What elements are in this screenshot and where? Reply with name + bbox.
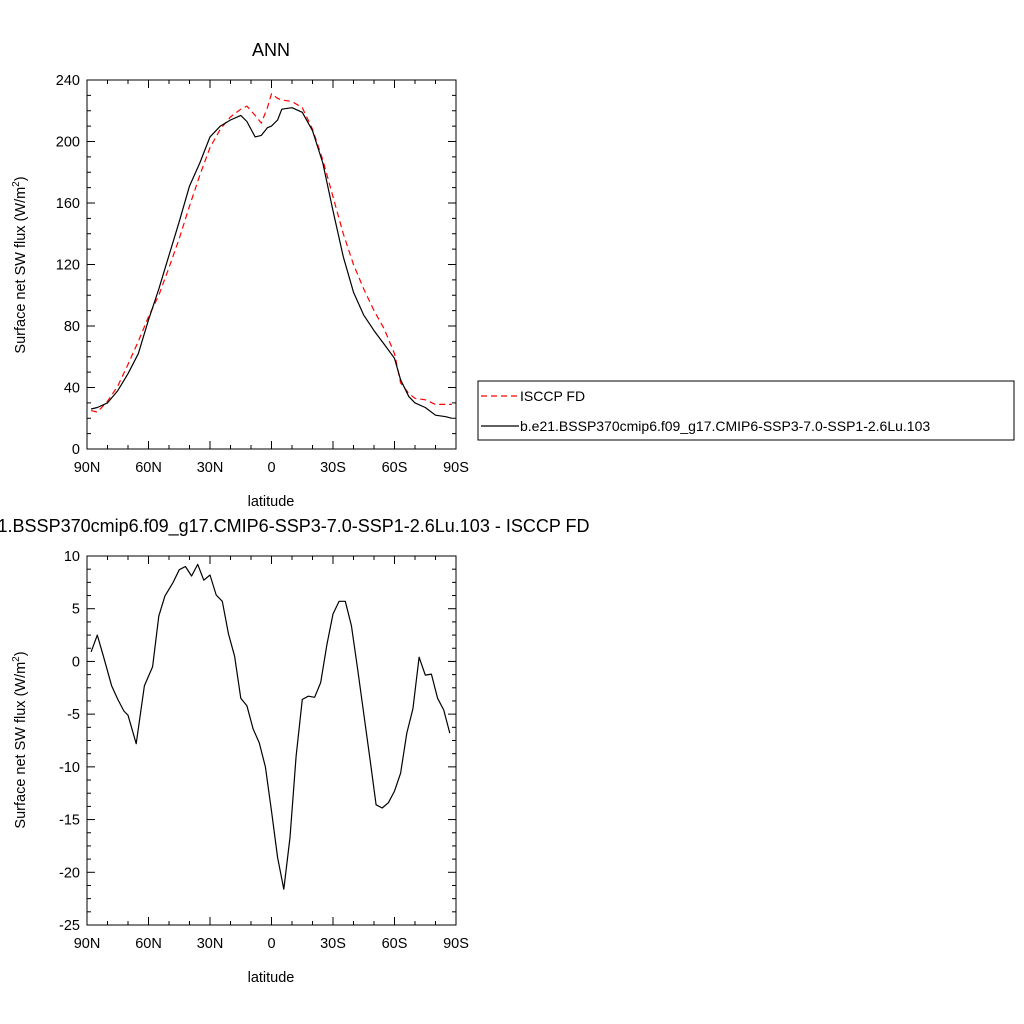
bottom-y-tick-label: -25 <box>59 918 80 934</box>
top-y-axis-title-main: Surface net SW flux (W/m <box>13 187 29 354</box>
bottom-plot-title: b.e21.BSSP370cmip6.f09_g17.CMIP6-SSP3-7.… <box>0 516 590 537</box>
top-x-tick-label: 30N <box>197 460 224 476</box>
top-y-tick-labels: 0 40 80 120 160 200 240 <box>56 73 80 458</box>
legend-box <box>477 380 1015 441</box>
bottom-x-tick-label: 0 <box>267 936 275 952</box>
top-y-tick-label: 240 <box>56 73 80 89</box>
top-y-tick-label: 80 <box>64 319 80 335</box>
bottom-tick-marks <box>86 555 457 926</box>
bottom-x-tick-label: 90N <box>74 936 101 952</box>
bottom-y-axis-title: Surface net SW flux (W/m2) <box>11 651 29 828</box>
bottom-y-axis-title-sup: 2 <box>11 656 22 662</box>
legend-label-model: b.e21.BSSP370cmip6.f09_g17.CMIP6-SSP3-7.… <box>520 418 930 434</box>
bottom-plot-frame <box>86 555 457 926</box>
bottom-y-tick-label: -15 <box>59 813 80 829</box>
top-y-tick-label: 200 <box>56 135 80 151</box>
top-y-axis-title-sup: 2 <box>11 181 22 187</box>
top-y-tick-label: 120 <box>56 258 80 274</box>
top-series-line-1 <box>90 107 453 419</box>
bottom-y-tick-labels: -25 -20 -15 -10 -5 0 5 10 <box>59 549 80 934</box>
bottom-panel: b.e21.BSSP370cmip6.f09_g17.CMIP6-SSP3-7.… <box>0 516 590 986</box>
bottom-x-axis-title: latitude <box>248 970 295 986</box>
bottom-y-axis-title-main: Surface net SW flux (W/m <box>13 662 29 829</box>
bottom-x-tick-labels: 90N 60N 30N 0 30S 60S 90S <box>74 936 469 952</box>
top-y-tick-label: 0 <box>72 442 80 458</box>
top-series-line-0 <box>90 93 452 413</box>
bottom-x-tick-label: 30S <box>320 936 346 952</box>
bottom-y-tick-label: 10 <box>64 549 80 565</box>
top-x-tick-label: 90S <box>443 460 469 476</box>
top-y-axis-title-end: ) <box>13 176 29 181</box>
top-tick-marks <box>86 79 457 450</box>
bottom-x-tick-label: 30N <box>197 936 224 952</box>
top-x-tick-label: 60S <box>382 460 408 476</box>
bottom-x-tick-label: 60S <box>382 936 408 952</box>
bottom-y-tick-label: -20 <box>59 865 80 881</box>
top-y-axis-title: Surface net SW flux (W/m2) <box>11 176 29 353</box>
bottom-x-tick-label: 90S <box>443 936 469 952</box>
bottom-y-tick-label: 5 <box>72 602 80 618</box>
top-x-tick-label: 60N <box>135 460 162 476</box>
top-x-tick-label: 0 <box>267 460 275 476</box>
bottom-y-tick-label: 0 <box>72 654 80 670</box>
top-series-lines <box>90 93 453 419</box>
bottom-series-lines <box>90 563 451 890</box>
legend: ISCCP FD b.e21.BSSP370cmip6.f09_g17.CMIP… <box>477 380 1015 441</box>
bottom-x-tick-label: 60N <box>135 936 162 952</box>
bottom-y-axis-title-end: ) <box>13 651 29 656</box>
top-x-tick-labels: 90N 60N 30N 0 30S 60S 90S <box>74 460 469 476</box>
bottom-y-tick-label: -5 <box>67 707 80 723</box>
top-x-tick-label: 90N <box>74 460 101 476</box>
legend-label-isccp: ISCCP FD <box>520 388 585 404</box>
top-y-tick-label: 160 <box>56 196 80 212</box>
top-plot-frame <box>86 79 457 450</box>
top-plot-title: ANN <box>252 40 290 60</box>
top-y-tick-label: 40 <box>64 381 80 397</box>
bottom-series-line-0 <box>90 563 451 890</box>
top-x-axis-title: latitude <box>248 494 295 510</box>
top-x-tick-label: 30S <box>320 460 346 476</box>
bottom-y-tick-label: -10 <box>59 760 80 776</box>
